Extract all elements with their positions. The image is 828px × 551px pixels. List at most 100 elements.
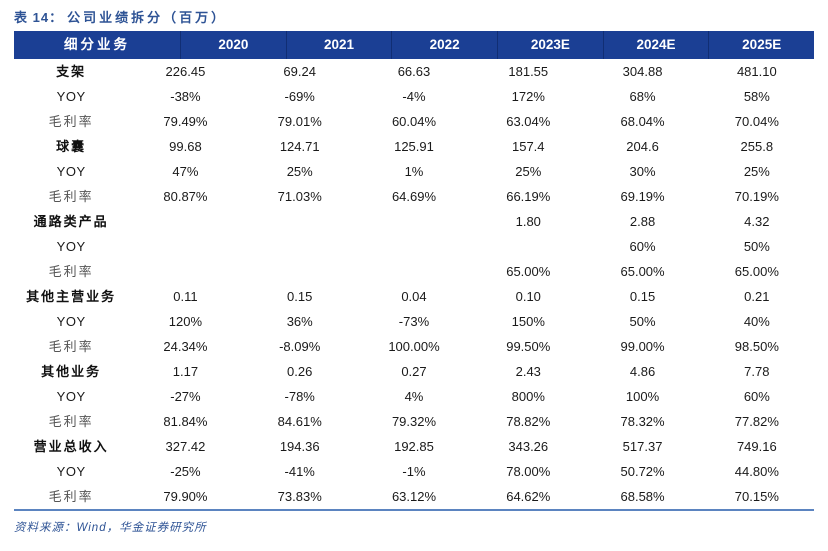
cell-value: 304.88 <box>622 64 663 79</box>
cell-value: -4% <box>402 89 426 104</box>
cell-value: 79.01% <box>277 114 322 129</box>
cell-value: -1% <box>402 464 426 479</box>
header-cell-year: 2021 <box>285 31 392 59</box>
cell-value: 70.04% <box>734 114 779 129</box>
cell-value: 84.61% <box>277 414 322 429</box>
cell-value: 36% <box>286 314 313 329</box>
cell-value: 50.72% <box>620 464 665 479</box>
cell-value: 0.15 <box>287 289 313 304</box>
cell-value: 65.00% <box>506 264 551 279</box>
cell-value: 0.04 <box>401 289 427 304</box>
cell-value: -8.09% <box>279 339 321 354</box>
cell-value: 25% <box>743 164 770 179</box>
table-row: 其他主营业务 0.11 0.15 0.04 0.10 0.15 0.21 <box>14 284 814 309</box>
cell-value: 73.83% <box>277 489 322 504</box>
table-number: 表 14： <box>14 10 64 25</box>
cell-value: 194.36 <box>279 439 320 454</box>
report-page: 表 14： 公司业绩拆分（百万） 细分业务 2020 2021 2022 2023E 202… <box>0 9 828 551</box>
table-row: 营业总收入 327.42 194.36 192.85 343.26 517.37 749.1… <box>14 434 814 459</box>
cell-value: 25% <box>515 164 542 179</box>
cell-value: 181.55 <box>508 64 549 79</box>
cell-value: 50% <box>743 239 770 254</box>
cell-value: 64.62% <box>506 489 551 504</box>
cell-value: 4.32 <box>744 214 770 229</box>
cell-value: 65.00% <box>620 264 665 279</box>
cell-value: 50% <box>629 314 656 329</box>
cell-value: 65.00% <box>734 264 779 279</box>
cell-value: 24.34% <box>163 339 208 354</box>
cell-value: 481.10 <box>736 64 777 79</box>
cell-value: 70.15% <box>734 489 779 504</box>
cell-value: 343.26 <box>508 439 549 454</box>
row-label: 营业总收入 <box>33 439 109 454</box>
row-label: 通路类产品 <box>33 214 109 229</box>
cell-value <box>357 234 471 259</box>
table-row: 毛利率 24.34% -8.09% 100.00% 99.50% 99.00% 98.50% <box>14 334 814 359</box>
cell-value <box>357 259 471 284</box>
table-title-text: 公司业绩拆分（百万） <box>67 10 228 25</box>
table-header: 细分业务 2020 2021 2022 2023E 2024E 2025E <box>14 31 814 59</box>
table-row: 球囊 99.68 124.71 125.91 157.4 204.6 255.8 <box>14 134 814 159</box>
cell-value: -69% <box>284 89 315 104</box>
cell-value: 60.04% <box>391 114 437 129</box>
cell-value: 4.86 <box>629 364 656 379</box>
header-cell-year: 2024E <box>602 31 709 59</box>
cell-value: 69.24 <box>283 64 316 79</box>
row-label: 毛利率 <box>48 339 94 354</box>
cell-value: 2.88 <box>629 214 656 229</box>
cell-value: -25% <box>170 464 201 479</box>
cell-value: 157.4 <box>511 139 545 154</box>
row-label: 其他主营业务 <box>26 289 117 304</box>
cell-value: 1.80 <box>515 214 541 229</box>
cell-value: 0.10 <box>515 289 541 304</box>
cell-value: 800% <box>511 389 545 404</box>
row-label: YOY <box>56 464 86 479</box>
row-label: 毛利率 <box>48 114 94 129</box>
table-body: 支架 226.45 69.24 66.63 181.55 304.88 481.10 YOY -… <box>14 59 814 509</box>
cell-value: 68.04% <box>620 114 665 129</box>
cell-value: 517.37 <box>622 439 663 454</box>
row-label: 球囊 <box>56 139 87 154</box>
cell-value: 192.85 <box>394 439 434 454</box>
table-row: 其他业务 1.17 0.26 0.27 2.43 4.86 7.78 <box>14 359 814 384</box>
row-label: 毛利率 <box>48 489 94 504</box>
cell-value: 255.8 <box>740 139 774 154</box>
cell-value: 0.21 <box>744 289 770 304</box>
cell-value: 100% <box>625 389 660 404</box>
table-row: 通路类产品 1.80 2.88 4.32 <box>14 209 814 234</box>
cell-value: 78.32% <box>620 414 665 429</box>
row-label: YOY <box>56 389 86 404</box>
cell-value: 40% <box>743 314 770 329</box>
table-row: 毛利率 65.00% 65.00% 65.00% <box>14 259 814 284</box>
cell-value: 58% <box>743 89 770 104</box>
performance-table: 细分业务 2020 2021 2022 2023E 2024E 2025E 支架 226.45… <box>14 31 814 511</box>
table-row: 毛利率 79.90% 73.83% 63.12% 64.62% 68.58% 70.15% <box>14 484 814 509</box>
cell-value: 63.04% <box>506 114 551 129</box>
cell-value: -38% <box>170 89 201 104</box>
header-cell-year: 2022 <box>391 31 497 59</box>
source-note: 资料来源：Wind，华金证券研究所 <box>14 522 207 534</box>
cell-value: 749.16 <box>736 439 777 454</box>
cell-value <box>128 259 242 284</box>
cell-value: 64.69% <box>391 189 437 204</box>
cell-value: 79.32% <box>391 414 437 429</box>
cell-value: 66.63 <box>397 64 431 79</box>
cell-value: 78.00% <box>506 464 551 479</box>
cell-value: 63.12% <box>391 489 437 504</box>
row-label: YOY <box>56 239 86 254</box>
cell-value: 68% <box>629 89 656 104</box>
table-row: 毛利率 80.87% 71.03% 64.69% 66.19% 69.19% 70.19% <box>14 184 814 209</box>
row-label: YOY <box>56 314 86 329</box>
cell-value: 78.82% <box>506 414 551 429</box>
cell-value: 2.43 <box>515 364 541 379</box>
cell-value: 0.11 <box>173 289 198 304</box>
cell-value: 172% <box>511 89 545 104</box>
cell-value: 25% <box>286 164 313 179</box>
table-title: 表 14： 公司业绩拆分（百万） <box>14 9 828 26</box>
cell-value: 100.00% <box>388 339 440 354</box>
cell-value <box>128 209 242 234</box>
table-row: YOY 47% 25% 1% 25% 30% 25% <box>14 159 814 184</box>
cell-value: 204.6 <box>626 139 659 154</box>
cell-value: 60% <box>629 239 656 254</box>
cell-value: 44.80% <box>734 464 779 479</box>
